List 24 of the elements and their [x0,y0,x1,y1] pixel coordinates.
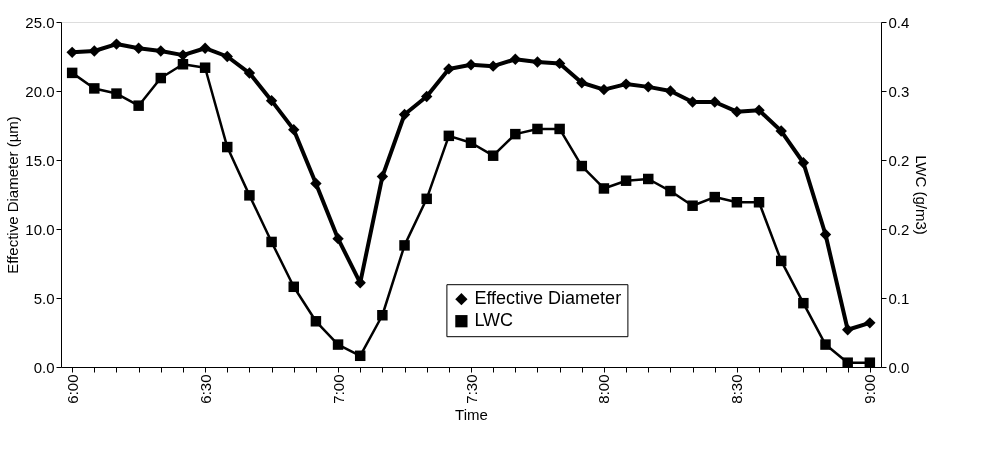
y2-axis-title: LWC (g/m3) [913,155,931,235]
y2-tick-label: 0.2 [888,220,910,238]
y-tick-label: 0.0 [33,358,55,376]
y-tick-label: 10.0 [25,220,55,238]
y-tick-label: 25.0 [25,13,55,31]
y-tick-label: 5.0 [33,289,55,307]
y2-tick-label: 0.3 [888,82,910,100]
y2-tick-label: 0.4 [888,13,910,31]
legend-label: LWC [474,310,514,331]
x-tick-label: 7:00 [329,374,347,404]
y-tick-label: 15.0 [25,151,55,169]
x-tick-label: 7:30 [462,374,480,404]
x-tick-label: 8:00 [595,374,613,404]
y-tick-label: 20.0 [25,82,55,100]
x-tick-label: 8:30 [728,374,746,404]
x-tick-label: 6:30 [196,374,214,404]
y-axis-title: Effective Diameter (µm) [4,116,22,274]
x-tick-label: 6:00 [63,374,81,404]
x-tick-label: 9:00 [861,374,879,404]
x-axis-title: Time [455,405,488,423]
legend-label: Effective Diameter [474,288,622,309]
y2-tick-label: 0.1 [888,289,910,307]
y2-tick-label: 0.0 [888,358,910,376]
y2-tick-label: 0.2 [888,151,910,169]
